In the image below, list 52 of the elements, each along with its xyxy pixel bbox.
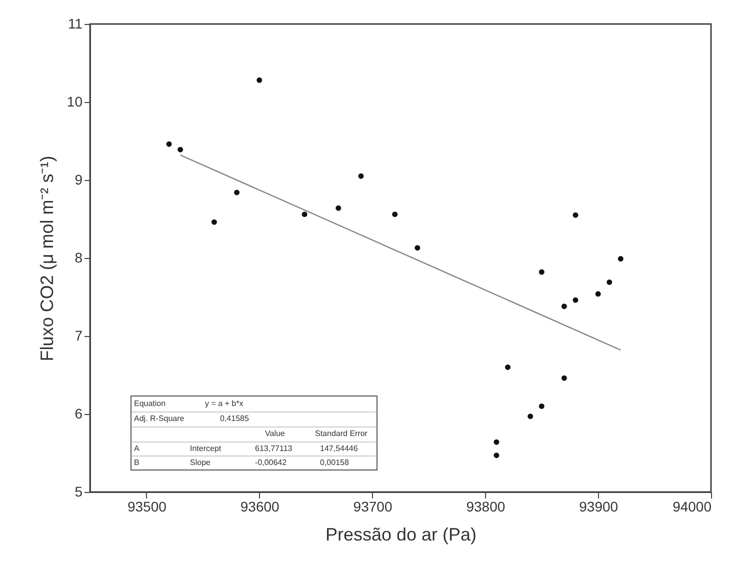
annotation: Standard Error bbox=[315, 429, 368, 438]
annotation: Slope bbox=[190, 458, 212, 467]
annotation: y = a + b*x bbox=[205, 399, 244, 408]
y-tick-label: 11 bbox=[68, 16, 83, 32]
y-tick-label: 9 bbox=[74, 172, 83, 188]
point bbox=[572, 212, 578, 218]
point bbox=[538, 403, 544, 409]
annotation: 613,77113 bbox=[255, 444, 293, 453]
annotation: Adj. R-Square bbox=[134, 414, 185, 423]
point bbox=[561, 304, 567, 310]
point bbox=[166, 141, 172, 147]
annotation: Equation bbox=[134, 399, 166, 408]
point bbox=[494, 452, 500, 458]
annotation: B bbox=[134, 458, 140, 467]
annotation: 0,00158 bbox=[320, 458, 350, 467]
point bbox=[494, 439, 500, 445]
point bbox=[211, 219, 217, 225]
annotation: -0,00642 bbox=[255, 458, 288, 467]
point bbox=[561, 375, 567, 381]
annotation: Value bbox=[265, 429, 286, 438]
y-tick-label: 5 bbox=[74, 484, 83, 500]
point bbox=[358, 173, 364, 179]
y-tick-label: 10 bbox=[66, 94, 83, 110]
point bbox=[538, 269, 544, 275]
y-axis-title: Fluxo CO2 (μ mol m⁻² s⁻¹) bbox=[36, 156, 57, 362]
point bbox=[256, 77, 262, 83]
point bbox=[505, 364, 511, 370]
x-tick-label: 94000 bbox=[672, 498, 712, 514]
annotation: A bbox=[134, 444, 140, 453]
y-tick-label: 6 bbox=[74, 406, 83, 422]
x-tick-label: 93800 bbox=[466, 498, 506, 514]
x-tick-label: 93700 bbox=[353, 498, 392, 514]
point bbox=[414, 245, 420, 251]
y-tick-label: 7 bbox=[74, 328, 83, 344]
point bbox=[178, 146, 184, 152]
point bbox=[528, 414, 534, 420]
point bbox=[392, 212, 398, 218]
point bbox=[336, 205, 342, 211]
x-tick-label: 93600 bbox=[240, 498, 280, 514]
point bbox=[595, 291, 601, 297]
point bbox=[302, 212, 308, 218]
point bbox=[606, 279, 612, 285]
x-axis-title: Pressão do ar (Pa) bbox=[325, 524, 477, 544]
x-tick-label: 93500 bbox=[127, 498, 167, 514]
y-tick-label: 8 bbox=[74, 250, 83, 266]
annotation: Intercept bbox=[190, 444, 222, 453]
annotation: 147,54446 bbox=[320, 444, 358, 453]
x-tick-label: 93900 bbox=[579, 498, 618, 514]
point bbox=[618, 256, 624, 262]
annotation: 0,41585 bbox=[220, 414, 250, 423]
point bbox=[572, 297, 578, 303]
point bbox=[234, 190, 240, 196]
